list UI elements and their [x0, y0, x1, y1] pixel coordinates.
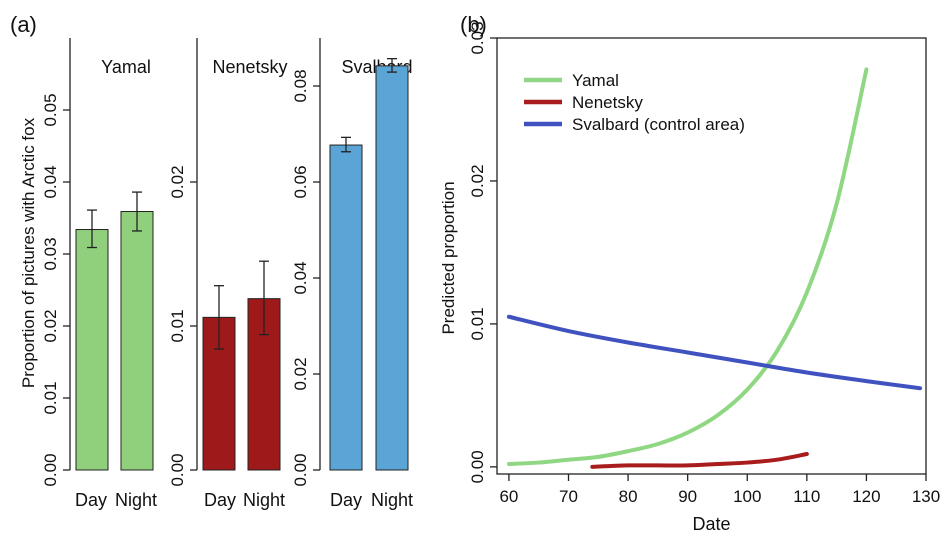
series-line-2: [506, 314, 923, 391]
y-tick-label: 0.00: [468, 450, 487, 483]
x-tick-label: 90: [678, 487, 697, 506]
y-tick-label: 0.06: [291, 165, 310, 198]
x-category-label: Night: [115, 490, 157, 510]
x-tick-label: 100: [733, 487, 761, 506]
y-axis-title: Predicted proportion: [439, 181, 458, 334]
bar-chart-0: 0.00 0.01 0.02 0.03 0.04 0.05 Yamal Day Night: [41, 38, 157, 510]
panel-label-a: (a): [10, 12, 37, 37]
y-tick-label: 0.04: [41, 165, 60, 198]
x-axis-title: Date: [692, 514, 730, 534]
plot-frame: [496, 37, 927, 475]
x-category-label: Day: [204, 490, 236, 510]
bar: [120, 211, 154, 471]
x-tick-label: 70: [559, 487, 578, 506]
legend-label: Nenetsky: [572, 93, 643, 112]
legend-label: Yamal: [572, 71, 619, 90]
bar: [75, 229, 109, 471]
series-line-0: [506, 67, 869, 466]
x-category-label: Night: [371, 490, 413, 510]
y-tick-label: 0.00: [168, 453, 187, 486]
legend-label: Svalbard (control area): [572, 115, 745, 134]
series-line-1: [590, 451, 809, 469]
y-tick-label: 0.00: [291, 453, 310, 486]
bar-chart-2: 0.000.020.040.060.08SvalbardDayNight: [291, 38, 413, 510]
y-tick-label: 0.03: [468, 21, 487, 54]
bar-chart-1: 0.00 0.01 0.02 Nenetsky Day Night: [168, 38, 288, 510]
x-tick-label: 120: [852, 487, 880, 506]
y-tick-label: 0.02: [291, 357, 310, 390]
x-tick-label: 60: [499, 487, 518, 506]
x-tick-label: 110: [793, 487, 820, 506]
chart-title: Nenetsky: [212, 57, 287, 77]
y-tick-label: 0.02: [468, 164, 487, 197]
y-tick-label: 0.01: [468, 307, 487, 340]
y-tick-label: 0.01: [41, 381, 60, 414]
x-tick-label: 80: [619, 487, 638, 506]
x-category-label: Day: [330, 490, 362, 510]
y-axis-title: Proportion of pictures with Arctic fox: [19, 117, 38, 388]
bar: [375, 65, 409, 471]
y-tick-label: 0.01: [168, 309, 187, 342]
y-tick-label: 0.08: [291, 69, 310, 102]
y-tick-label: 0.02: [168, 165, 187, 198]
line-chart: 60 70 80 90 100 110 120 130 0.00 0.01 0.02 0.03 Date…: [439, 21, 940, 534]
x-category-label: Day: [75, 490, 107, 510]
x-category-label: Night: [243, 490, 285, 510]
chart-title: Yamal: [101, 57, 151, 77]
bar: [329, 144, 363, 471]
y-tick-label: 0.00: [41, 453, 60, 486]
x-tick-label: 130: [912, 487, 940, 506]
y-tick-label: 0.05: [41, 93, 60, 126]
y-tick-label: 0.02: [41, 309, 60, 342]
y-tick-label: 0.04: [291, 261, 310, 294]
y-tick-label: 0.03: [41, 237, 60, 270]
panel-label-b: (b): [460, 12, 487, 37]
